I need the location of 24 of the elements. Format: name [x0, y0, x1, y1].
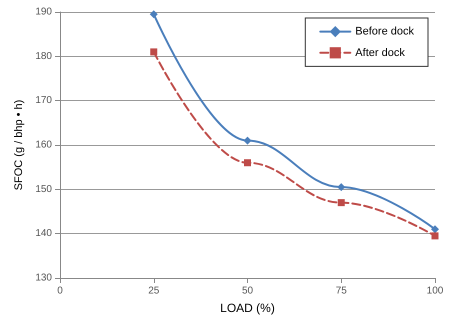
point	[150, 10, 158, 18]
point	[338, 199, 345, 206]
y-tick-label: 130	[35, 272, 52, 284]
x-tick-label: 50	[242, 286, 254, 296]
y-tick-label: 150	[35, 184, 52, 195]
y-tick-label: 190	[35, 6, 52, 18]
x-tick-label: 100	[426, 286, 444, 296]
x-axis-title: LOAD (%)	[220, 301, 275, 315]
legend-label: Before dock	[355, 26, 414, 38]
legend-label: After dock	[355, 46, 406, 59]
point	[244, 159, 251, 166]
y-tick-label: 140	[35, 228, 52, 240]
point	[432, 232, 438, 240]
point	[244, 136, 252, 145]
y-tick-label: 170	[35, 95, 52, 106]
y-tick-label: 180	[35, 50, 52, 62]
y-tick-label: 160	[35, 140, 52, 150]
y-axis-title: SFOC (g / bhp • h)	[12, 100, 25, 190]
x-tick-label: 0	[57, 286, 64, 296]
x-tick-label: 25	[148, 286, 160, 296]
point	[150, 48, 158, 56]
x-tick-label: 75	[336, 286, 348, 296]
point	[431, 225, 439, 234]
point	[337, 183, 346, 192]
